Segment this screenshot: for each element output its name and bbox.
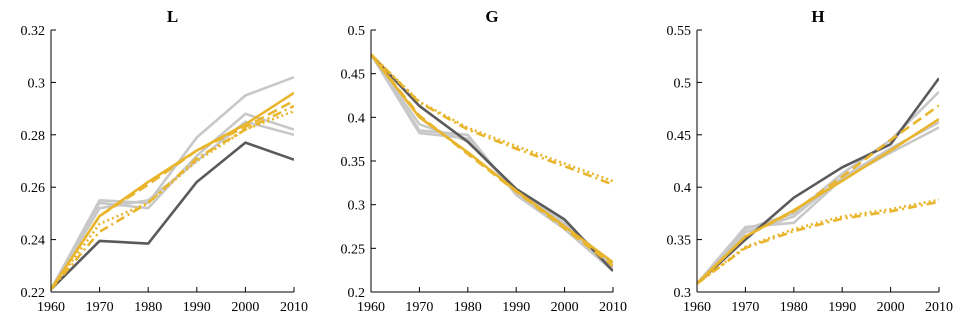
x-tick-label: 2010 <box>280 300 308 315</box>
x-tick-label: 1990 <box>502 300 530 315</box>
series-line-3 <box>51 120 294 291</box>
y-tick-label: 0.22 <box>21 286 46 301</box>
x-tick-label: 2000 <box>231 300 259 315</box>
series-line-6 <box>51 99 294 291</box>
x-tick-label: 1980 <box>780 300 808 315</box>
x-tick-label: 1980 <box>134 300 162 315</box>
series-line-4 <box>51 141 294 291</box>
x-tick-label: 1990 <box>828 300 856 315</box>
x-tick-label: 1980 <box>454 300 482 315</box>
series-line-8 <box>697 198 939 285</box>
series-line-7 <box>371 53 613 186</box>
series-line-6 <box>371 53 613 267</box>
y-tick-label: 0.35 <box>667 234 692 249</box>
panel-g: 0.2 0.25 0.3 0.35 0.4 0.45 0.5 1960 1970 1980 1990… <box>341 7 628 315</box>
series-line-1 <box>697 126 939 285</box>
y-tick-label: 0.45 <box>667 129 692 144</box>
series-line-4 <box>697 77 939 285</box>
x-tick-label: 1960 <box>37 300 65 315</box>
x-tick-label: 2010 <box>599 300 627 315</box>
series-line-5 <box>51 91 294 291</box>
y-tick-label: 0.26 <box>21 181 46 196</box>
y-tick-label: 0.24 <box>21 234 46 249</box>
x-tick-label: 2000 <box>877 300 905 315</box>
panel-h: 0.3 0.35 0.4 0.45 0.5 0.55 1960 1970 1980 1990 200… <box>667 7 954 315</box>
x-tick-label: 2000 <box>551 300 579 315</box>
series-line-8 <box>51 110 294 291</box>
y-tick-label: 0.4 <box>348 111 366 126</box>
series-group <box>371 53 613 273</box>
y-tick-label: 0.32 <box>21 24 46 39</box>
y-tick-label: 0.45 <box>341 68 366 83</box>
series-group <box>51 75 294 291</box>
y-tick-label: 0.28 <box>21 129 46 144</box>
series-line-8 <box>371 53 613 183</box>
y-tick-label: 0.3 <box>28 76 46 91</box>
y-tick-label: 0.2 <box>348 286 366 301</box>
y-tick-label: 0.25 <box>341 242 366 257</box>
y-tick-label: 0.3 <box>674 286 692 301</box>
y-tick-label: 0.3 <box>348 199 366 214</box>
x-tick-label: 1990 <box>183 300 211 315</box>
x-tick-label: 1960 <box>357 300 385 315</box>
y-tick-label: 0.4 <box>674 181 692 196</box>
panel-title: L <box>167 7 178 26</box>
panel-title: G <box>485 7 498 26</box>
x-tick-label: 1970 <box>86 300 114 315</box>
series-group <box>697 77 939 285</box>
x-tick-label: 2010 <box>925 300 953 315</box>
panel-l: 0.22 0.24 0.26 0.28 0.3 0.32 1960 1970 1980 1990 2… <box>21 7 309 315</box>
y-tick-label: 0.55 <box>667 24 692 39</box>
series-line-4 <box>371 53 613 272</box>
y-tick-label: 0.5 <box>674 76 692 91</box>
series-line-6 <box>697 104 939 285</box>
y-tick-label: 0.5 <box>348 24 366 39</box>
y-tick-label: 0.35 <box>341 155 366 170</box>
series-line-7 <box>51 104 294 291</box>
x-tick-label: 1970 <box>731 300 759 315</box>
series-line-7 <box>697 200 939 285</box>
x-tick-label: 1970 <box>405 300 433 315</box>
x-tick-label: 1960 <box>683 300 711 315</box>
series-line-2 <box>51 112 294 291</box>
panel-title: H <box>811 7 824 26</box>
